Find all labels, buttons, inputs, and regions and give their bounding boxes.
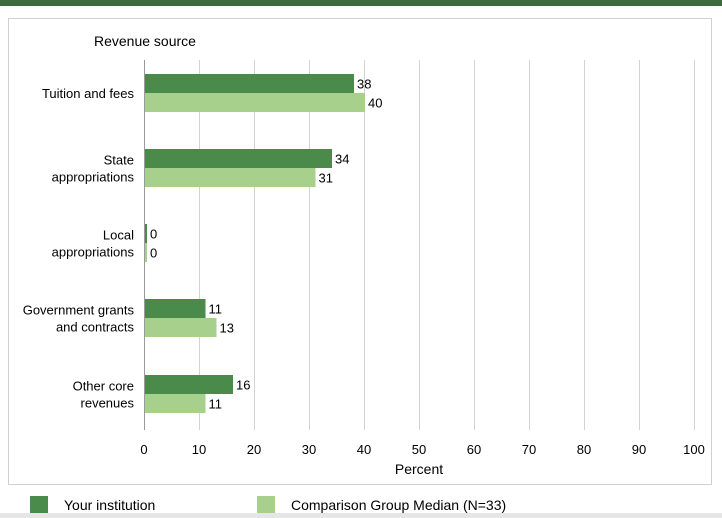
bar-value-label: 38 <box>357 77 371 92</box>
bar <box>145 318 217 337</box>
category-label: appropriations <box>52 245 135 260</box>
x-tick-label: 70 <box>522 442 536 457</box>
category-label: revenues <box>81 396 135 411</box>
legend-item-your-institution: Your institution <box>30 496 155 514</box>
top-rule <box>0 0 722 6</box>
x-axis-label: Percent <box>395 461 443 477</box>
bar-value-label: 34 <box>335 152 349 167</box>
x-tick-label: 90 <box>632 442 646 457</box>
legend-swatch-your-institution <box>30 496 48 514</box>
bar <box>145 149 332 168</box>
bar-value-label: 0 <box>150 227 157 242</box>
x-tick-label: 50 <box>412 442 426 457</box>
category-label: Tuition and fees <box>42 86 135 101</box>
category-label: State <box>104 153 134 168</box>
legend-swatch-comparison <box>257 496 275 514</box>
legend-label-your-institution: Your institution <box>64 497 156 513</box>
category-label: Local <box>103 228 134 243</box>
bar <box>145 243 147 262</box>
chart: Revenue source 0 10 20 30 40 50 60 70 80 90 100 Perc… <box>23 33 705 477</box>
x-tick-label: 40 <box>357 442 371 457</box>
category-label: Government grants <box>23 303 135 318</box>
bar-value-label: 40 <box>368 96 382 111</box>
bar-value-label: 0 <box>150 246 157 261</box>
bar-value-label: 31 <box>319 171 333 186</box>
x-tick-label: 30 <box>302 442 316 457</box>
bar-value-label: 11 <box>209 302 223 317</box>
x-tick-label: 10 <box>192 442 206 457</box>
bar <box>145 375 233 394</box>
x-tick-label: 80 <box>577 442 591 457</box>
x-tick-label: 0 <box>140 442 147 457</box>
bar-value-label: 11 <box>209 397 223 412</box>
bar-value-label: 13 <box>220 321 234 336</box>
bar <box>145 93 365 112</box>
bottom-rule <box>0 513 722 518</box>
bar <box>145 299 206 318</box>
category-label: and contracts <box>56 320 135 335</box>
x-tick-label: 20 <box>247 442 261 457</box>
legend-item-comparison: Comparison Group Median (N=33) <box>257 496 506 514</box>
x-tick-label: 100 <box>683 442 705 457</box>
category-label: Other core <box>73 379 134 394</box>
bar <box>145 394 206 413</box>
category-label: appropriations <box>52 170 135 185</box>
legend-label-comparison: Comparison Group Median (N=33) <box>291 497 507 513</box>
bar <box>145 74 354 93</box>
bar-value-label: 16 <box>236 378 250 393</box>
x-tick-label: 60 <box>467 442 481 457</box>
bar <box>145 168 316 187</box>
chart-title: Revenue source <box>94 33 196 49</box>
bar <box>145 224 147 243</box>
